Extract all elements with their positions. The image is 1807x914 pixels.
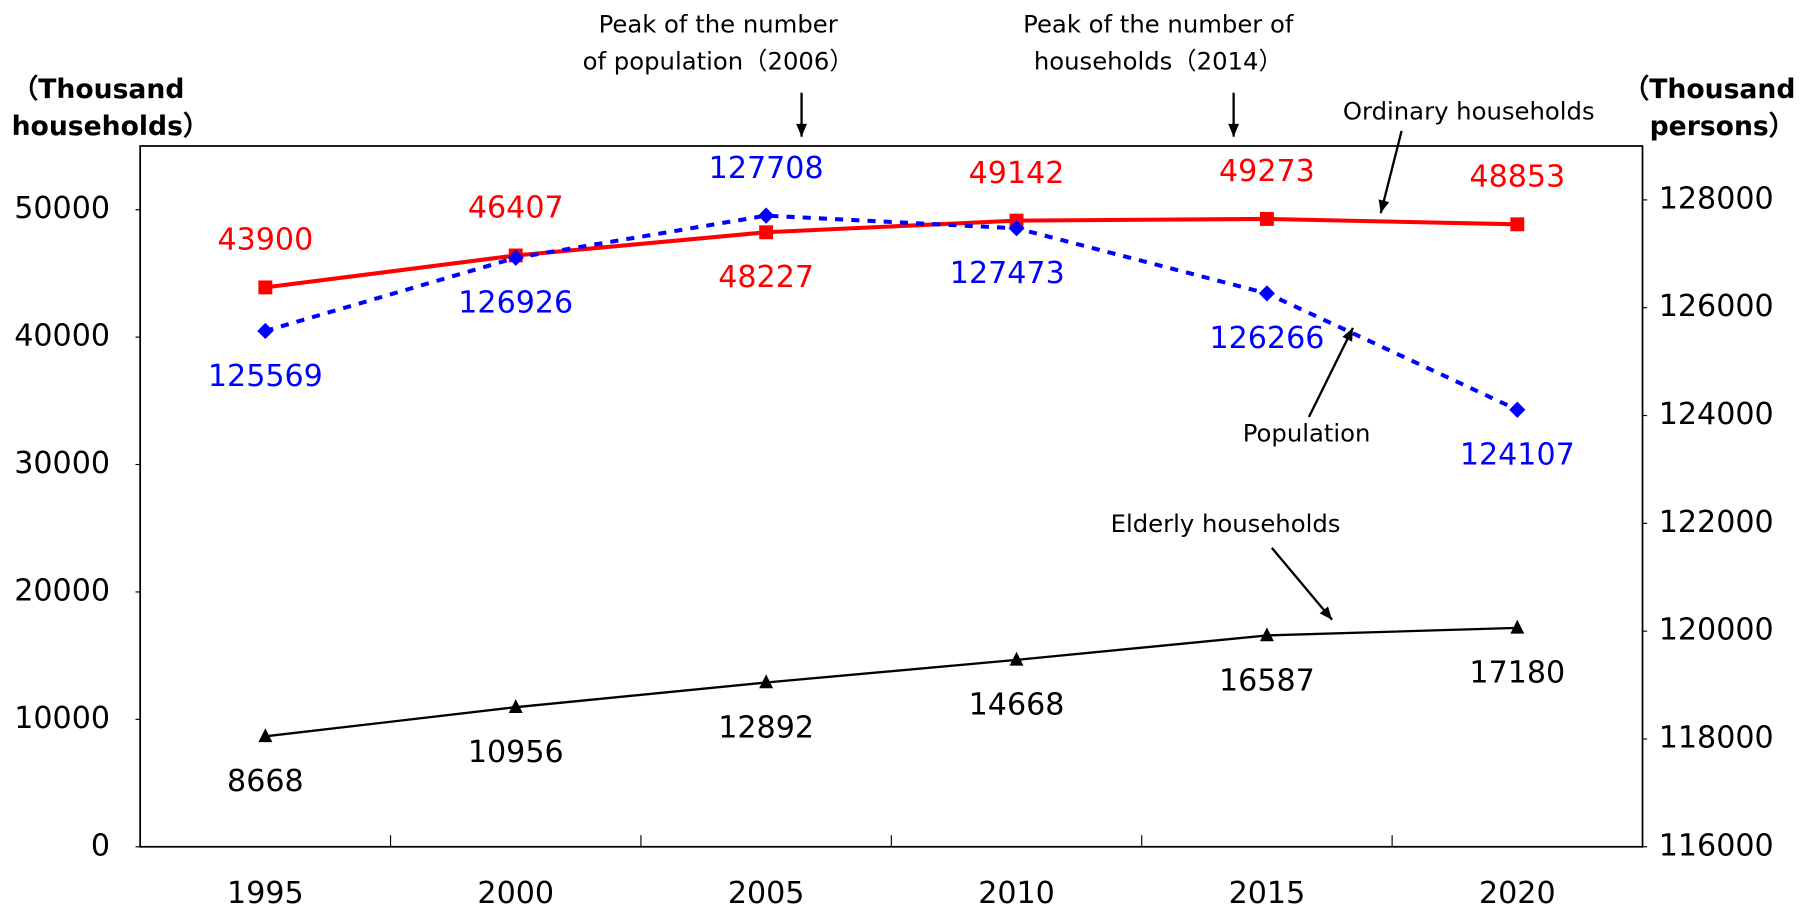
data-label: 17180 — [1469, 656, 1565, 691]
series-name: Elderly households — [1111, 509, 1341, 538]
y-axis-title: households） — [12, 111, 210, 142]
y-tick-label: 50000 — [14, 191, 110, 226]
data-label: 49142 — [969, 156, 1065, 191]
y2-tick-label: 118000 — [1659, 720, 1774, 755]
y-tick-label: 30000 — [14, 446, 110, 481]
marker — [1510, 217, 1525, 232]
y2-tick-label: 126000 — [1659, 289, 1774, 324]
y-tick-label: 40000 — [14, 319, 110, 354]
arrow-head — [1342, 327, 1353, 342]
annotation: Peak of the number of — [1023, 10, 1295, 39]
data-label: 127708 — [709, 151, 824, 186]
arrow-head — [1228, 123, 1240, 137]
marker — [1009, 651, 1024, 666]
x-tick-label: 2000 — [477, 876, 554, 911]
arrow-line — [1379, 130, 1403, 214]
marker — [258, 280, 273, 295]
marker — [1509, 401, 1526, 418]
x-tick-label: 2005 — [728, 876, 805, 911]
data-label: 8668 — [227, 764, 304, 799]
data-label: 48227 — [718, 260, 814, 295]
arrow-head — [1378, 199, 1390, 214]
marker — [758, 207, 775, 224]
x-tick-label: 2020 — [1479, 876, 1556, 911]
data-label: 46407 — [468, 191, 564, 226]
y2-tick-label: 124000 — [1659, 397, 1774, 432]
y-tick-label: 0 — [91, 828, 110, 863]
series-line — [265, 626, 1518, 738]
data-label: 48853 — [1469, 159, 1565, 194]
marker — [1259, 212, 1274, 226]
marker — [1258, 285, 1276, 302]
y-tick-label: 20000 — [14, 573, 110, 608]
y2-tick-label: 120000 — [1659, 613, 1774, 648]
annotation: Peak of the number — [599, 10, 838, 39]
series-line — [265, 216, 1518, 290]
data-label: 14668 — [969, 688, 1065, 723]
y2-axis-title: persons） — [1650, 111, 1796, 142]
marker — [759, 225, 774, 240]
y2-tick-label: 122000 — [1659, 505, 1774, 540]
y-axis-title: （Thousand — [12, 74, 185, 105]
annotation: households（2014） — [1034, 47, 1283, 76]
data-label: 10956 — [468, 735, 564, 770]
series-name: Population — [1243, 418, 1371, 447]
marker — [257, 322, 274, 340]
arrow-head — [796, 123, 807, 137]
data-label: 12892 — [718, 710, 814, 745]
data-label: 124107 — [1460, 438, 1575, 473]
data-label: 49273 — [1219, 154, 1315, 189]
marker — [1259, 627, 1274, 642]
plot-frame — [139, 145, 1644, 848]
data-label: 43900 — [217, 223, 313, 258]
x-tick-label: 2015 — [1229, 876, 1306, 911]
marker — [1008, 220, 1025, 237]
marker — [1510, 619, 1525, 634]
annotation: of population（2006） — [583, 47, 854, 76]
y2-axis-title: （Thousand — [1623, 74, 1796, 105]
y2-tick-label: 116000 — [1659, 828, 1774, 863]
marker — [258, 728, 273, 743]
x-tick-label: 2010 — [978, 876, 1055, 911]
marker — [508, 699, 523, 713]
arrow-line — [1270, 547, 1333, 621]
marker — [759, 674, 774, 689]
y2-tick-label: 128000 — [1659, 181, 1774, 216]
y-tick-label: 10000 — [14, 701, 110, 736]
data-label: 127473 — [950, 256, 1065, 291]
series-name: Ordinary households — [1343, 96, 1595, 125]
data-label: 126266 — [1209, 321, 1324, 356]
series-line — [264, 213, 1519, 412]
arrow-line — [1307, 327, 1354, 418]
arrow-head — [1319, 606, 1333, 620]
data-label: 16587 — [1219, 663, 1315, 698]
data-label: 126926 — [458, 286, 573, 321]
data-label: 125569 — [208, 359, 323, 394]
x-tick-label: 1995 — [227, 876, 304, 911]
